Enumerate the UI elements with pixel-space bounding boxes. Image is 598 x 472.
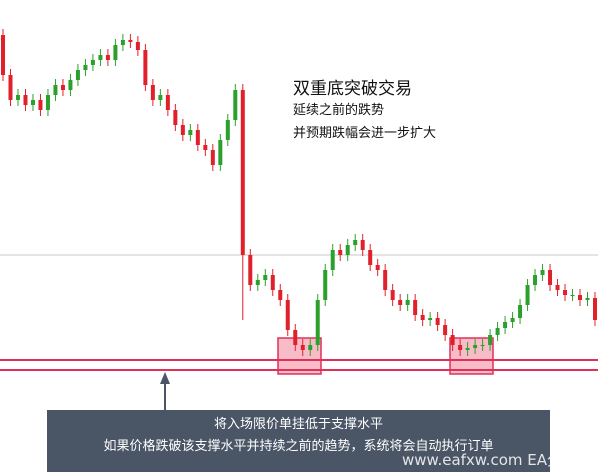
candle-body	[368, 250, 373, 265]
candle-body	[8, 75, 13, 100]
candle-body	[15, 95, 20, 100]
candle-body	[398, 300, 403, 305]
highlight-box	[449, 337, 494, 375]
candle-body	[128, 40, 133, 42]
arrow-head	[160, 372, 170, 384]
candle-body	[473, 345, 478, 348]
subtitle: 延续之前的跌势	[293, 103, 385, 118]
candle-body	[563, 290, 568, 295]
candle-body	[270, 275, 275, 290]
candle-body	[345, 245, 350, 255]
note-line: 将入场限价单挂低于支撑水平	[213, 417, 383, 432]
candle-body	[53, 85, 58, 95]
candle-body	[60, 85, 65, 90]
candle-body	[225, 120, 230, 140]
candle-body	[210, 150, 215, 165]
candle-body	[428, 318, 433, 320]
candle-body	[158, 95, 163, 100]
candle-body	[45, 95, 50, 110]
candle-body	[570, 295, 575, 296]
candle-body	[383, 270, 388, 290]
candle-body	[218, 140, 223, 165]
candle-body	[353, 240, 358, 245]
candle-body	[435, 318, 440, 325]
candle-body	[1, 35, 5, 75]
candle-body	[308, 345, 313, 350]
candle-body	[150, 85, 155, 100]
candle-body	[300, 345, 305, 350]
candle-body	[98, 55, 103, 60]
candle-body	[120, 40, 125, 45]
candle-body	[105, 55, 110, 60]
candle-body	[195, 130, 200, 145]
candle-body	[443, 325, 448, 335]
title: 双重底突破交易	[293, 79, 412, 99]
note-box: 将入场限价单挂低于支撑水平 如果价格跌破该支撑水平并持续之前的趋势，系统将会自动…	[47, 410, 550, 472]
candle-body	[420, 315, 425, 320]
candle-body	[113, 45, 118, 60]
candle-body	[360, 240, 365, 250]
candle-body	[173, 110, 178, 125]
candle-body	[518, 305, 523, 318]
highlight-box	[277, 337, 322, 375]
candle-body	[533, 275, 538, 285]
candle-body	[203, 145, 208, 150]
candle-body	[23, 95, 28, 105]
candle-body	[75, 70, 80, 80]
candle-body	[68, 80, 73, 90]
candle-body	[315, 300, 320, 345]
candle-body	[248, 255, 253, 285]
candle-body	[510, 318, 515, 322]
candle-body	[555, 285, 560, 290]
candle-body	[30, 100, 35, 105]
candle-body	[488, 335, 493, 345]
candle-body	[390, 290, 395, 300]
candle-body	[293, 330, 298, 345]
candle-body	[525, 285, 530, 305]
candle-body	[503, 322, 508, 328]
candle-body	[233, 90, 238, 120]
watermark: www.eafxw.com EA分享网	[402, 451, 592, 469]
candle-body	[495, 328, 500, 335]
candle-body	[83, 65, 88, 70]
candle-body	[450, 335, 455, 345]
candle-body	[278, 290, 283, 300]
candle-body	[330, 250, 335, 270]
candle-body	[375, 265, 380, 270]
candle-body	[255, 280, 260, 285]
candle-body	[413, 300, 418, 315]
candle-body	[548, 270, 553, 285]
candle-body	[285, 300, 290, 330]
candle-body	[240, 90, 245, 255]
candle-body	[405, 300, 410, 305]
candle-body	[585, 298, 590, 300]
candle-body	[143, 50, 148, 85]
subtitle: 并预期跌幅会进一步扩大	[293, 126, 437, 141]
candle-body	[90, 60, 95, 65]
candle-body	[263, 275, 268, 280]
candle-body	[165, 95, 170, 110]
candle-body	[458, 345, 463, 350]
candle-body	[578, 295, 583, 300]
candle-body	[465, 348, 470, 350]
candle-body	[135, 42, 140, 50]
candle-body	[540, 270, 545, 275]
candle-body	[188, 130, 193, 135]
candle-body	[593, 298, 597, 320]
note-line: 如果价格跌破该支撑水平并持续之前的趋势，系统将会自动执行订单	[103, 439, 494, 454]
candle-body	[38, 100, 43, 110]
candle-body	[338, 250, 343, 255]
candle-body	[480, 345, 485, 346]
candle-body	[180, 125, 185, 135]
candle-body	[323, 270, 328, 300]
